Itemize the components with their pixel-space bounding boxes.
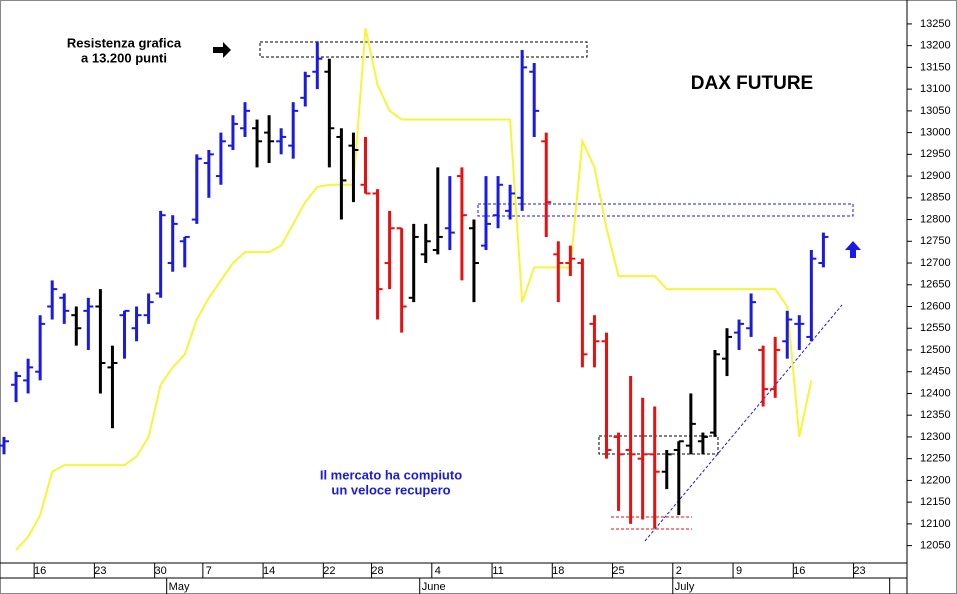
x-tick-label: 16 [34,565,46,577]
support-zone [598,435,719,455]
resistance-zone [259,41,588,58]
y-tick-label: 12600 [920,300,951,312]
chart-title: DAX FUTURE [691,73,813,94]
month-label: July [675,581,695,593]
y-tick-label: 12750 [920,235,951,247]
breakout-zone [477,203,854,217]
annotation: a 13.200 punti [81,50,167,65]
y-tick-label: 12700 [920,257,951,269]
y-tick-label: 12950 [920,148,951,160]
annotation: Resistenza grafica [67,35,182,50]
y-tick-label: 12500 [920,344,951,356]
y-tick-label: 12150 [920,496,951,508]
y-tick-label: 12200 [920,474,951,486]
x-tick-label: 4 [435,565,441,577]
x-tick-label: 2 [676,565,682,577]
x-tick-label: 18 [552,565,564,577]
y-tick-label: 13200 [920,40,951,52]
x-tick-label: 14 [263,565,275,577]
y-tick-label: 12550 [920,322,951,334]
x-tick-label: 30 [155,565,167,577]
arrow-right [213,42,231,58]
y-tick-label: 12400 [920,387,951,399]
x-tick-label: 22 [323,565,335,577]
y-tick-label: 13000 [920,127,951,139]
y-tick-label: 12300 [920,431,951,443]
x-tick-label: 7 [206,565,212,577]
y-tick-label: 12800 [920,213,951,225]
month-label: June [422,581,446,593]
x-tick-label: 23 [853,565,865,577]
y-tick-label: 13250 [920,18,951,30]
y-tick-label: 12350 [920,409,951,421]
annotation: Il mercato ha compiuto [320,467,462,482]
y-tick-label: 12100 [920,518,951,530]
y-tick-label: 12050 [920,540,951,552]
y-tick-label: 12450 [920,366,951,378]
y-tick-label: 13100 [920,83,951,95]
y-tick-label: 12850 [920,192,951,204]
annotation: un veloce recupero [331,482,450,497]
arrow-up [845,241,861,258]
y-tick-label: 12900 [920,170,951,182]
x-tick-label: 16 [793,565,805,577]
x-tick-label: 9 [736,565,742,577]
x-tick-label: 11 [492,565,503,577]
month-label: May [169,581,190,593]
x-tick-label: 28 [371,565,383,577]
y-tick-label: 13150 [920,61,951,73]
x-tick-label: 23 [94,565,106,577]
indicator-line [15,28,813,551]
y-tick-label: 13050 [920,105,951,117]
y-tick-label: 12650 [920,279,951,291]
y-tick-label: 12250 [920,453,951,465]
x-tick-label: 25 [612,565,624,577]
